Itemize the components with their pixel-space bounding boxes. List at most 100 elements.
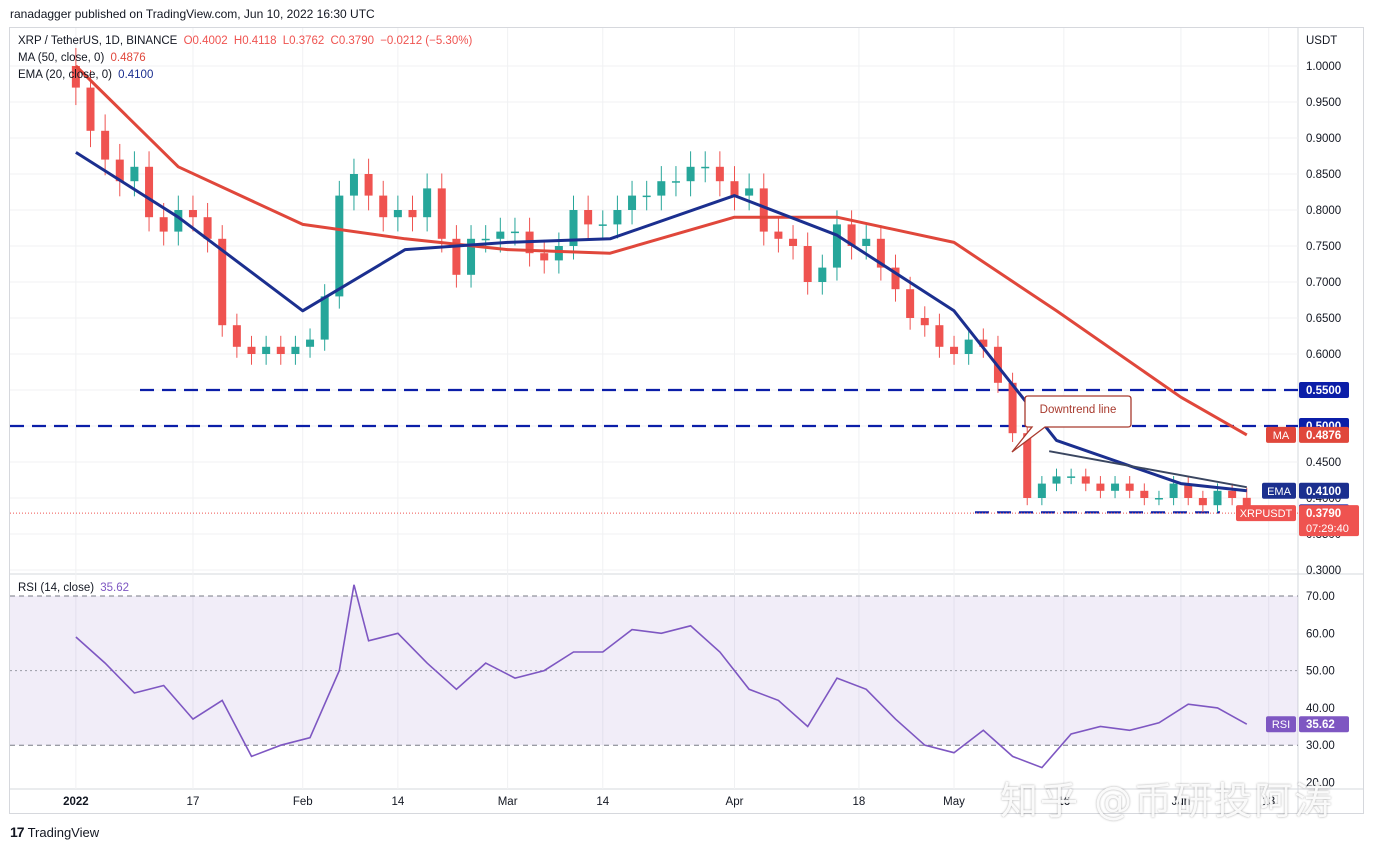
rsi-band-fill xyxy=(10,596,1298,746)
legend-ma-row[interactable]: MA (50, close, 0) 0.4876 xyxy=(18,52,149,64)
candle-body xyxy=(701,166,710,169)
legend-low: L0.3762 xyxy=(282,35,325,47)
legend-change: −0.0212 (−5.30%) xyxy=(380,35,473,47)
indicator-lines[interactable] xyxy=(74,64,1248,493)
time-tick-label: 17 xyxy=(187,796,200,808)
tag-055-bg xyxy=(1299,382,1349,398)
candle-body xyxy=(1140,490,1149,498)
candle-body xyxy=(481,238,490,241)
tag-ema-name-bg xyxy=(1262,482,1296,499)
legend-symbol[interactable]: XRP / TetherUS, 1D, BINANCE xyxy=(18,35,178,47)
tag-countdown: 07:29:40 xyxy=(1306,523,1349,535)
candle-body xyxy=(876,238,885,268)
candle-body xyxy=(1111,483,1120,491)
candle-body xyxy=(862,238,871,246)
time-tick-label: Mar xyxy=(498,796,518,808)
candle-body xyxy=(1096,483,1105,491)
ema-20-line xyxy=(75,151,1247,493)
candle-body xyxy=(1037,483,1046,498)
candle-body xyxy=(1067,476,1076,478)
ma-50-line xyxy=(74,64,1248,437)
publisher-line: ranadagger published on TradingView.com,… xyxy=(10,7,375,21)
chart-frame xyxy=(9,27,1364,814)
tag-ma-price-bg xyxy=(1299,426,1349,443)
time-tick-label: Jun xyxy=(1172,796,1191,808)
candle-body xyxy=(510,231,519,234)
candle-body xyxy=(364,174,373,196)
legend-ma-label: MA (50, close, 0) xyxy=(18,52,105,64)
tag-ema-price-bg xyxy=(1299,482,1349,499)
candle-body xyxy=(628,195,637,210)
candle-body xyxy=(218,238,227,326)
candle-body xyxy=(159,217,168,232)
candle-body xyxy=(1154,498,1163,500)
candle-body xyxy=(964,339,973,354)
candle-body xyxy=(423,188,432,218)
legend-rsi-row[interactable]: RSI (14, close) 35.62 xyxy=(18,582,132,594)
candle-body xyxy=(203,217,212,239)
legend-ema-row[interactable]: EMA (20, close, 0) 0.4100 xyxy=(18,69,156,81)
candle-body xyxy=(408,210,417,218)
candle-body xyxy=(598,224,607,226)
candle-body xyxy=(452,238,461,275)
candle-body xyxy=(115,159,124,182)
time-tick-label: 13 xyxy=(1262,796,1275,808)
tag-rsi-value-bg xyxy=(1299,716,1349,733)
time-tick-label: 14 xyxy=(391,796,404,808)
time-tick-label: 16 xyxy=(1057,796,1070,808)
candle-body xyxy=(847,224,856,246)
candle-body xyxy=(832,224,841,268)
candle-body xyxy=(686,166,695,182)
candle-body xyxy=(891,267,900,290)
price-tick-label: 0.6500 xyxy=(1306,313,1341,325)
candle-body xyxy=(613,210,622,225)
tag-symbol-bg xyxy=(1236,505,1296,522)
price-tick-label: 0.8000 xyxy=(1306,205,1341,217)
legend-close: C0.3790 xyxy=(330,35,374,47)
candle-body xyxy=(335,195,344,297)
tag-ema-name: EMA xyxy=(1267,486,1292,498)
candle-body xyxy=(393,210,402,218)
support-resistance-levels[interactable] xyxy=(10,388,1298,514)
time-tick-label: May xyxy=(943,796,965,808)
time-tick-label: 18 xyxy=(853,796,866,808)
candle-body xyxy=(584,210,593,225)
candle-body xyxy=(774,231,783,239)
price-tick-label: 0.3000 xyxy=(1306,565,1341,577)
tag-rsi-value: 35.62 xyxy=(1306,719,1335,731)
price-tick-label: 0.9500 xyxy=(1306,97,1341,109)
rsi-tick-label: 30.00 xyxy=(1306,740,1335,752)
tag-rsi-name: RSI xyxy=(1272,719,1290,731)
candle-body xyxy=(715,166,724,182)
annotations[interactable]: Downtrend line xyxy=(1011,395,1247,489)
candle-body xyxy=(1125,483,1134,491)
candle-body xyxy=(86,87,95,131)
rsi-pane[interactable] xyxy=(10,584,1298,769)
legend-high: H0.4118 xyxy=(233,35,277,47)
tag-last-price-bg xyxy=(1299,505,1359,537)
candle-body xyxy=(935,325,944,347)
candle-body xyxy=(1052,476,1061,484)
candle-body xyxy=(789,238,798,246)
rsi-line xyxy=(75,584,1248,769)
candle-body xyxy=(1228,490,1237,498)
candle-body xyxy=(1169,483,1178,498)
price-tick-label: 0.9000 xyxy=(1306,133,1341,145)
candle-body xyxy=(496,231,505,239)
candles[interactable] xyxy=(71,48,1251,520)
tradingview-logo[interactable]: 17 TradingView xyxy=(10,824,99,840)
candle-body xyxy=(540,253,549,261)
price-tick-label: 0.7000 xyxy=(1306,277,1341,289)
candle-body xyxy=(671,181,680,183)
candle-body xyxy=(174,210,183,232)
candle-body xyxy=(554,246,563,261)
callout-text: Downtrend line xyxy=(1040,404,1117,416)
tradingview-brand: TradingView xyxy=(27,824,100,840)
candle-body xyxy=(569,210,578,246)
candle-body xyxy=(188,210,197,218)
rsi-tick-label: 50.00 xyxy=(1306,666,1335,678)
candle-body xyxy=(262,346,271,354)
price-tick-label: 0.8500 xyxy=(1306,169,1341,181)
candle-body xyxy=(730,181,739,196)
